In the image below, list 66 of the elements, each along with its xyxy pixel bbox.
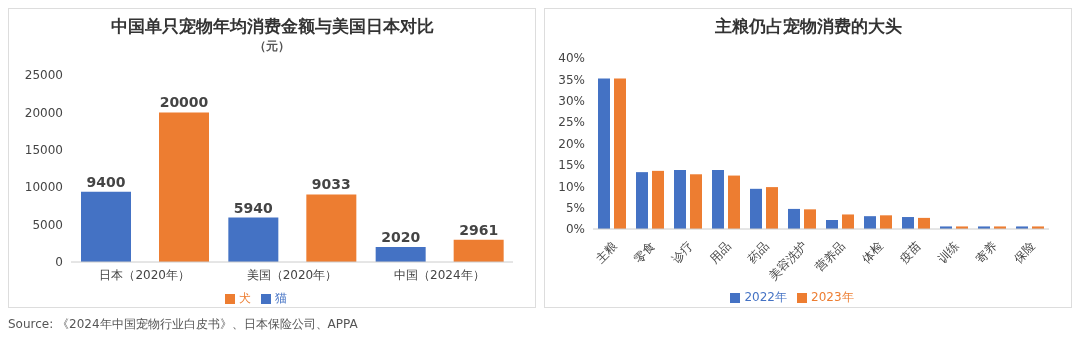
chart-subtitle: （元） <box>253 38 291 55</box>
x-tick-label: 寄养 <box>972 238 1000 266</box>
x-tick-label: 用品 <box>706 238 734 266</box>
bar <box>674 170 686 229</box>
y-tick-label: 35% <box>558 72 585 87</box>
data-label: 5940 <box>233 199 274 216</box>
legend-label: 猫 <box>275 291 287 305</box>
x-tick-label: 药品 <box>744 238 772 266</box>
bar <box>652 170 664 229</box>
bar <box>614 78 626 229</box>
y-tick-label: 5000 <box>32 217 63 232</box>
bar <box>690 174 702 229</box>
x-tick-label: 保险 <box>1010 238 1038 266</box>
x-tick-label: 零食 <box>630 238 658 266</box>
bar <box>306 194 357 262</box>
y-tick-label: 25% <box>558 115 585 130</box>
bar <box>228 217 279 262</box>
bar <box>453 239 504 262</box>
x-tick-label: 训练 <box>934 238 962 266</box>
y-tick-label: 15000 <box>24 143 63 158</box>
data-label: 20000 <box>159 94 209 111</box>
x-tick-label: 日本（2020年） <box>99 267 190 282</box>
legend-label: 2022年 <box>744 290 787 304</box>
x-tick-label: 营养品 <box>812 238 848 275</box>
bar <box>750 188 762 229</box>
chart-title: 中国单只宠物年均消费金额与美国日本对比 <box>109 15 435 38</box>
bar <box>902 217 914 229</box>
data-label: 9400 <box>86 173 126 190</box>
y-tick-label: 30% <box>558 94 585 109</box>
legend-label: 犬 <box>239 291 251 305</box>
y-tick-label: 20000 <box>24 105 63 120</box>
data-label: 9033 <box>311 176 351 193</box>
x-tick-label: 中国（2024年） <box>394 267 485 282</box>
y-tick-label: 0 <box>55 255 63 270</box>
bar <box>728 175 740 229</box>
x-tick-label: 美国（2020年） <box>246 267 338 282</box>
y-tick-label: 15% <box>558 158 585 173</box>
legend-label: 2023年 <box>811 290 854 304</box>
bar <box>880 215 892 229</box>
y-tick-label: 20% <box>558 136 585 151</box>
x-tick-label: 主粮 <box>592 238 620 266</box>
bar <box>766 187 778 229</box>
y-tick-label: 40% <box>558 51 585 66</box>
bar <box>375 246 426 262</box>
bar <box>598 78 610 229</box>
x-tick-label: 体检 <box>858 238 886 266</box>
bar <box>918 217 930 229</box>
y-tick-label: 25000 <box>24 68 63 83</box>
data-label: 2961 <box>459 221 499 238</box>
bar <box>864 216 876 229</box>
x-tick-label: 疫苗 <box>896 238 924 266</box>
bar <box>842 214 854 229</box>
bar <box>159 112 209 262</box>
source-note: Source: 《2024年中国宠物行业白皮书》、日本保险公司、APPA <box>8 316 359 333</box>
y-tick-label: 5% <box>565 200 585 215</box>
data-label: 2020 <box>381 228 421 245</box>
bar <box>81 191 131 262</box>
y-tick-label: 10% <box>558 179 585 194</box>
bar <box>636 172 648 229</box>
chart-title: 主粮仍占宠物消费的大头 <box>713 15 903 38</box>
x-tick-label: 诊疗 <box>668 238 696 266</box>
bar <box>712 170 724 229</box>
y-tick-label: 0% <box>565 222 585 237</box>
y-tick-label: 10000 <box>24 180 63 195</box>
bar <box>788 208 800 229</box>
bar <box>804 209 816 229</box>
